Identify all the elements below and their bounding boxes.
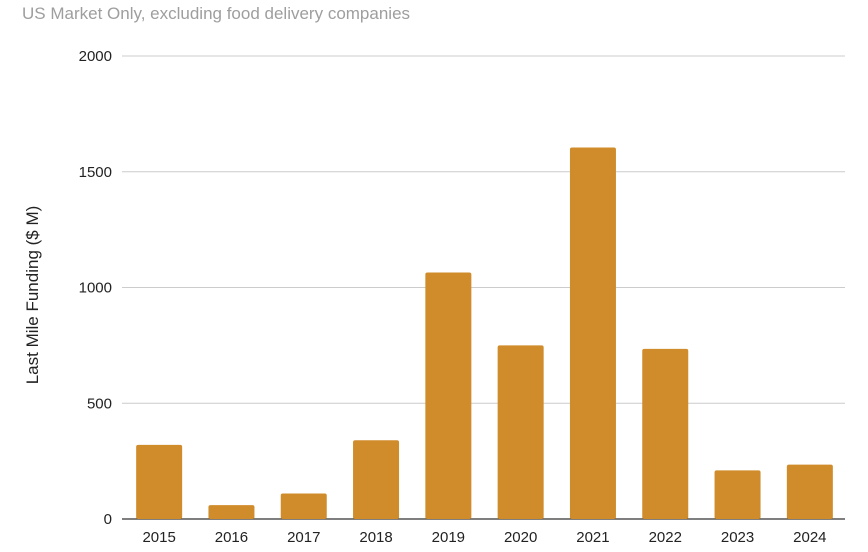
- chart-subtitle: US Market Only, excluding food delivery …: [22, 4, 411, 23]
- x-tick-label: 2017: [287, 529, 320, 546]
- bar-2017: [280, 493, 327, 519]
- y-axis-label: Last Mile Funding ($ M): [23, 206, 42, 385]
- bar-2023: [714, 470, 761, 519]
- x-tick-label: 2019: [432, 529, 465, 546]
- x-tick-label: 2022: [649, 529, 682, 546]
- y-tick-label: 500: [87, 395, 112, 412]
- bar-2020: [497, 345, 544, 519]
- bar-2024: [786, 464, 833, 519]
- x-tick-label: 2021: [576, 529, 609, 546]
- bar-2021: [569, 147, 616, 519]
- x-tick-label: 2018: [359, 529, 392, 546]
- x-tick-label: 2020: [504, 529, 537, 546]
- bar-2018: [353, 440, 400, 519]
- x-tick-label: 2016: [215, 529, 248, 546]
- y-tick-label: 2000: [79, 48, 112, 65]
- bar-2016: [208, 505, 255, 519]
- bar-2022: [642, 348, 689, 519]
- y-tick-label: 1500: [79, 164, 112, 181]
- y-tick-label: 0: [104, 511, 112, 528]
- x-tick-label: 2015: [142, 529, 175, 546]
- x-tick-label: 2024: [793, 529, 826, 546]
- x-axis-ticks: 2015 2016 2017 2018 2019 2020 2021 2022 2023 2024: [142, 529, 826, 546]
- x-tick-label: 2023: [721, 529, 754, 546]
- y-axis-ticks: 0 500 1000 1500 2000: [79, 48, 112, 528]
- bar-2019: [425, 272, 472, 519]
- y-tick-label: 1000: [79, 280, 112, 297]
- bars: [136, 147, 833, 519]
- bar-2015: [136, 444, 183, 519]
- gridlines: [122, 55, 845, 520]
